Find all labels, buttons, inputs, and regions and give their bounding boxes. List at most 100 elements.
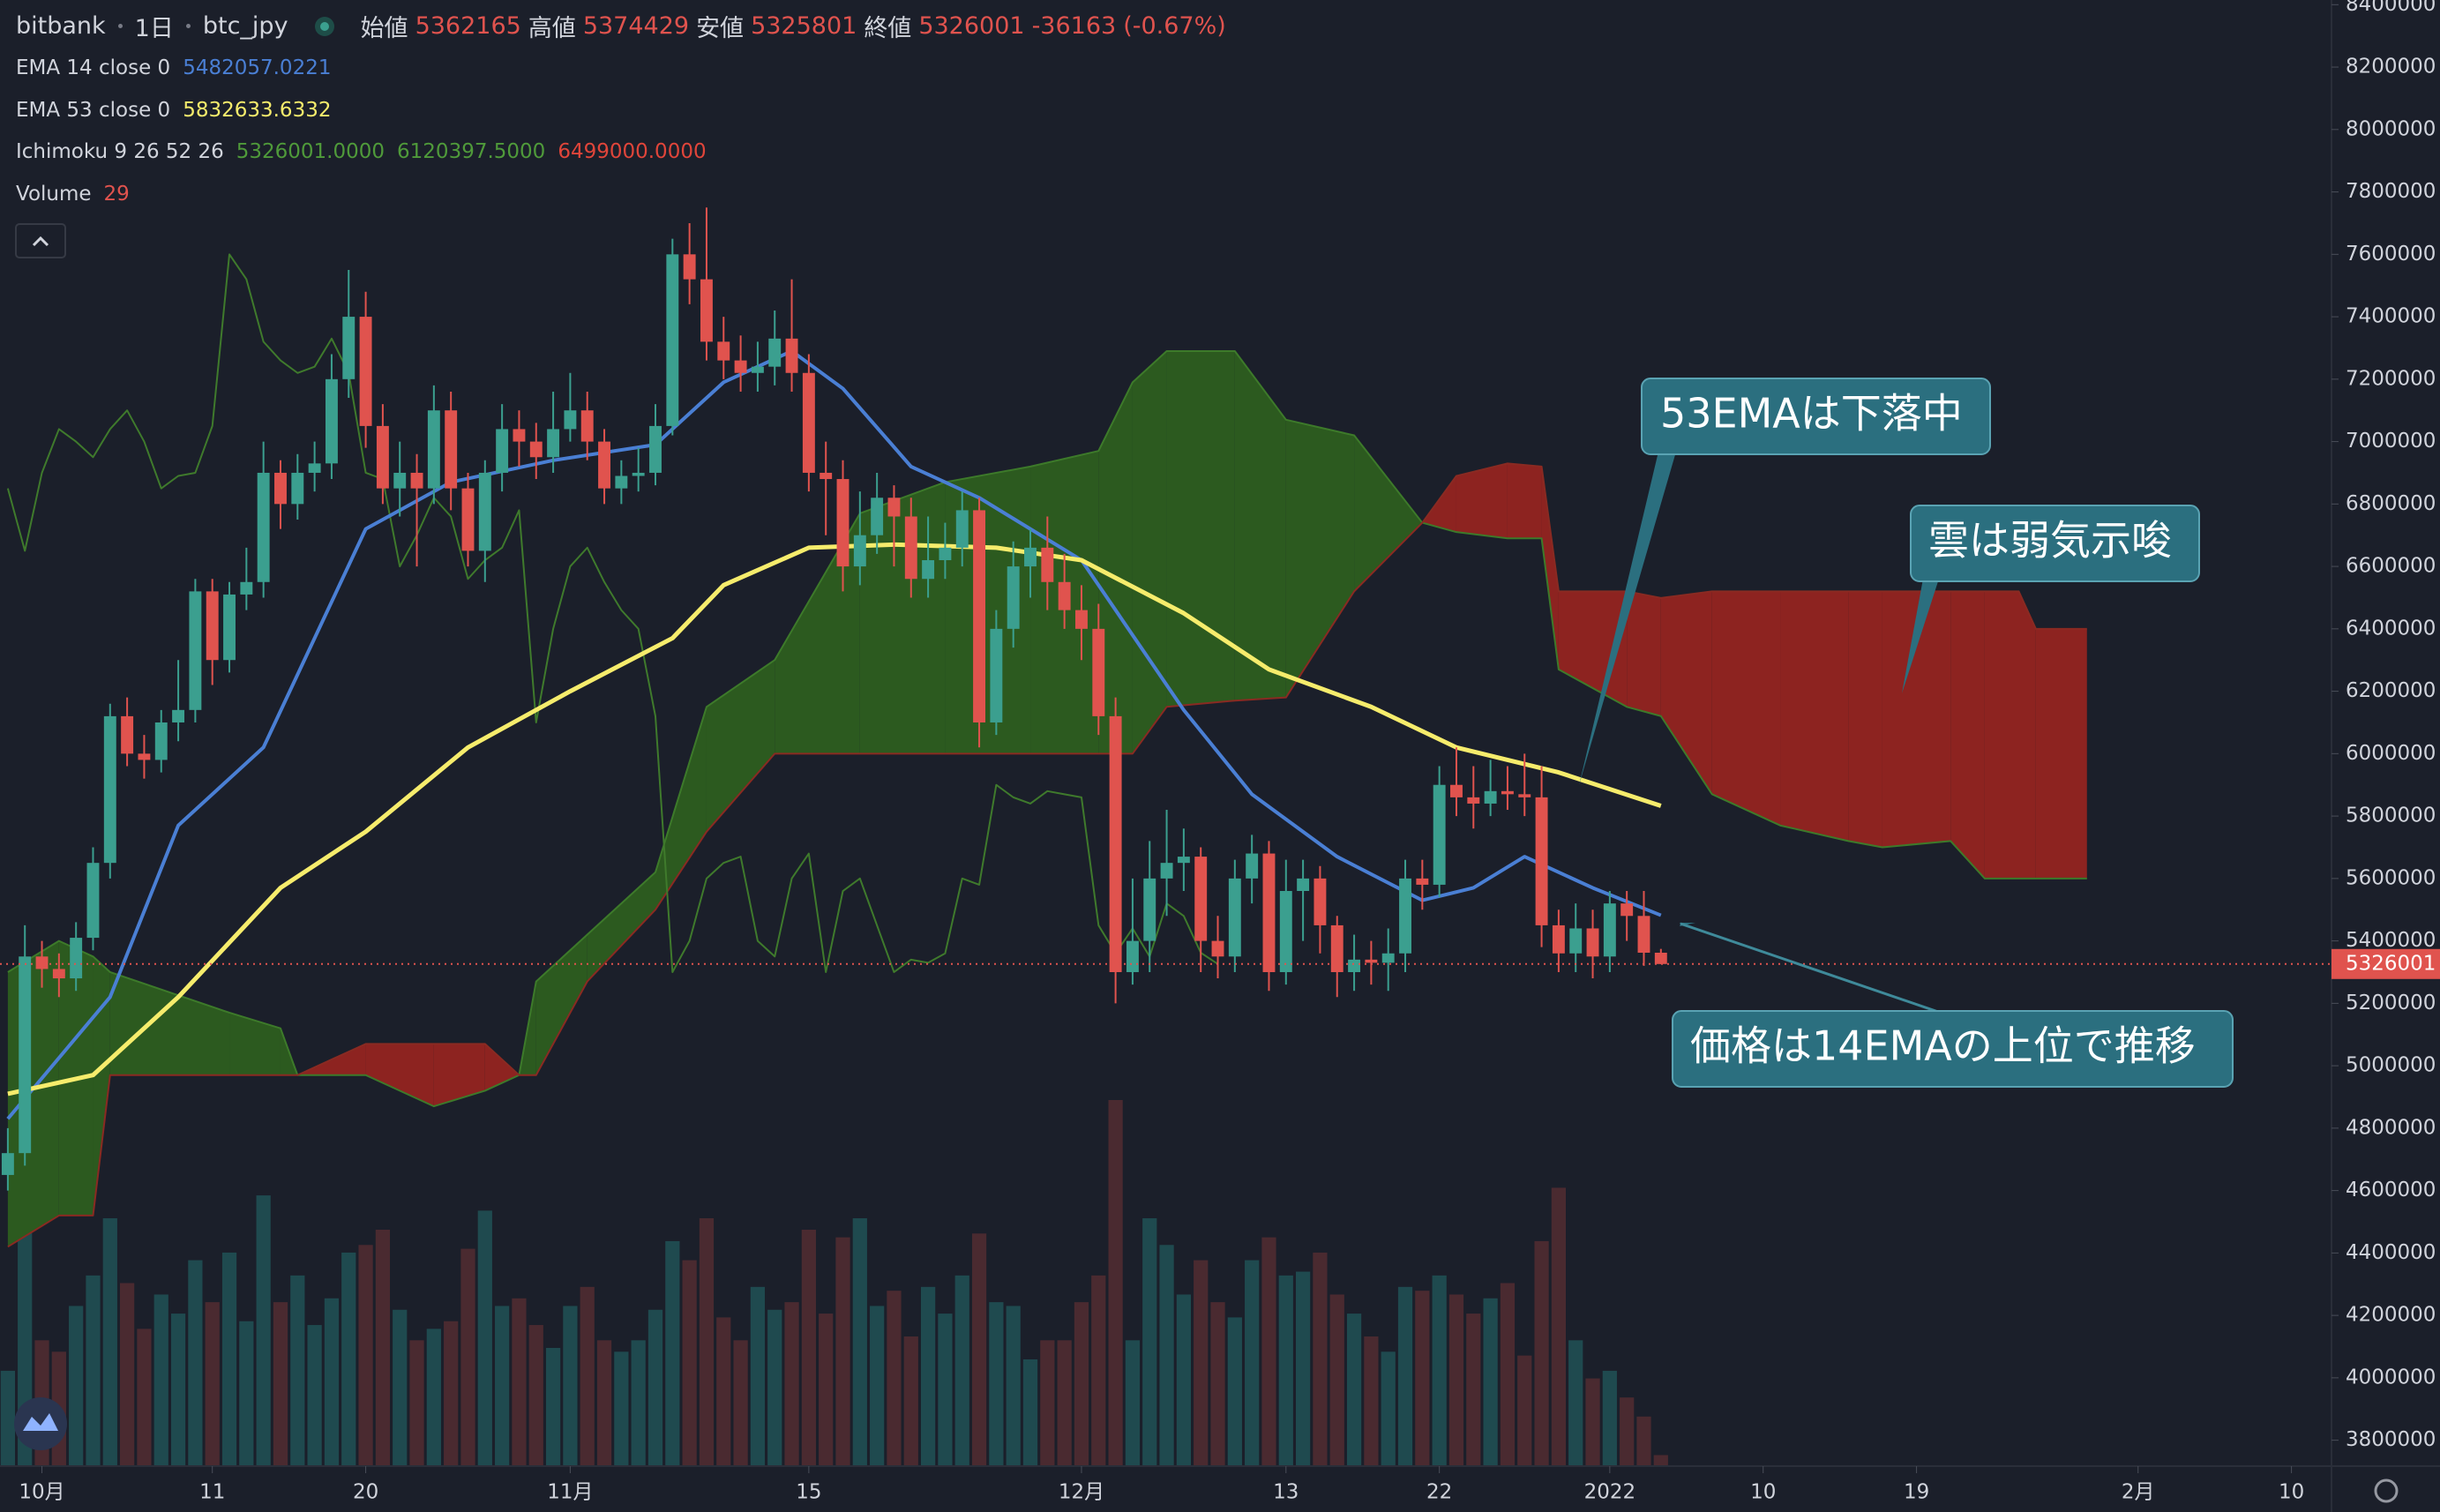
interval[interactable]: 1日 xyxy=(134,15,174,42)
cloud-segment xyxy=(229,1012,281,1075)
legend-row[interactable]: Volume 29 xyxy=(16,183,130,206)
x-tick-label: 22 xyxy=(1426,1481,1452,1504)
volume-bar xyxy=(1040,1340,1055,1466)
candle-body xyxy=(904,516,917,580)
x-tick-label: 10月 xyxy=(19,1481,64,1504)
legend-value: 6120397.5000 xyxy=(397,140,546,163)
volume-bar xyxy=(290,1275,305,1466)
logo[interactable] xyxy=(14,1397,67,1450)
volume-bar xyxy=(1551,1187,1567,1466)
candle-body xyxy=(973,510,986,722)
candle-body xyxy=(240,581,253,595)
volume-bar xyxy=(137,1329,152,1466)
volume-bar xyxy=(920,1286,936,1466)
candle-body xyxy=(1314,878,1327,925)
volume-bar xyxy=(1415,1291,1430,1466)
legend-label: EMA 53 close 0 xyxy=(16,99,171,122)
volume-bar xyxy=(1108,1100,1123,1466)
candle-body xyxy=(70,938,83,979)
volume-bar xyxy=(307,1325,322,1466)
ema-line xyxy=(6,348,1662,1120)
cloud-segment xyxy=(1098,382,1133,754)
y-tick-label: 6200000 xyxy=(2346,679,2436,702)
y-tick-label: 7600000 xyxy=(2346,243,2436,266)
candle-body xyxy=(291,472,304,505)
y-tick-label: 4600000 xyxy=(2346,1179,2436,1201)
candle-body xyxy=(734,360,747,373)
volume-bar xyxy=(870,1306,885,1466)
collapse-button[interactable] xyxy=(15,223,66,258)
callout-pointer xyxy=(1579,452,1676,785)
candle-body xyxy=(19,956,32,1154)
volume-bar xyxy=(767,1309,782,1466)
volume-bar xyxy=(153,1294,168,1466)
volume-bar xyxy=(835,1237,850,1466)
callout-text: 53EMAは下落中 xyxy=(1660,390,1963,438)
candle-body xyxy=(189,591,202,710)
volume-bar xyxy=(1602,1370,1617,1466)
candle-body xyxy=(564,410,577,430)
volume-bar xyxy=(1278,1275,1293,1466)
volume-bar xyxy=(1466,1314,1481,1466)
callout-box xyxy=(1641,378,1991,455)
legend-value: 29 xyxy=(103,183,130,206)
ohlc-label: 始値 xyxy=(360,15,408,42)
candle-body xyxy=(922,560,935,580)
y-tick-label: 4800000 xyxy=(2346,1116,2436,1139)
legend-value: 5482057.0221 xyxy=(183,56,332,79)
volume-bar xyxy=(375,1229,391,1466)
candle-body xyxy=(1177,857,1190,864)
volume-bar xyxy=(1313,1252,1328,1466)
callout-box xyxy=(1672,1010,2234,1088)
volume-bar xyxy=(170,1314,186,1466)
candle-body xyxy=(1416,878,1429,885)
x-tick-label: 10 xyxy=(2279,1481,2304,1504)
y-tick-label: 4000000 xyxy=(2346,1366,2436,1388)
volume-bar xyxy=(1620,1397,1635,1466)
candle-body xyxy=(427,410,440,489)
candle-body xyxy=(1637,916,1650,953)
volume-bar xyxy=(1517,1355,1532,1466)
volume-bar xyxy=(580,1286,595,1466)
cloud-segment xyxy=(433,1044,485,1107)
cloud-segment xyxy=(1950,591,1985,879)
legend-row[interactable]: EMA 14 close 0 5482057.0221 xyxy=(16,56,331,79)
y-tick-label: 7800000 xyxy=(2346,180,2436,203)
volume-bar xyxy=(614,1351,629,1466)
volume-bar xyxy=(324,1298,340,1466)
legend-label: Ichimoku 9 26 52 26 xyxy=(16,140,224,163)
volume-bar xyxy=(444,1321,459,1466)
cloud-segment xyxy=(365,1044,434,1107)
volume-bar xyxy=(1074,1302,1089,1466)
candle-body xyxy=(154,722,168,760)
legend-row[interactable]: Ichimoku 9 26 52 26 5326001.0000 6120397.5… xyxy=(16,140,707,163)
volume-bar xyxy=(665,1240,680,1466)
candle-body xyxy=(615,475,628,489)
candle-body xyxy=(1,1153,14,1175)
logo-icon xyxy=(23,1413,58,1431)
volume-bar xyxy=(358,1245,373,1466)
candle-body xyxy=(751,366,764,373)
y-tick-label: 8000000 xyxy=(2346,117,2436,140)
candle-body xyxy=(1365,959,1378,963)
symbol[interactable]: btc_jpy xyxy=(202,12,288,40)
settings-icon[interactable] xyxy=(2374,1478,2399,1503)
candle-body xyxy=(206,591,219,661)
candle-body xyxy=(1586,928,1599,957)
legend-row[interactable]: EMA 53 close 0 5832633.6332 xyxy=(16,99,331,122)
volume-bar xyxy=(1006,1306,1021,1466)
volume-bar xyxy=(460,1248,475,1466)
volume-bar xyxy=(819,1314,834,1466)
volume-bar xyxy=(750,1286,766,1466)
candle-body xyxy=(1075,610,1088,629)
candle-body xyxy=(496,429,509,473)
cloud-segment xyxy=(1422,475,1456,533)
candle-body xyxy=(580,410,594,442)
cloud-span-a xyxy=(7,349,2087,1108)
collapse-icon xyxy=(32,236,49,247)
candle-body xyxy=(223,594,236,661)
candle-body xyxy=(1450,784,1463,797)
volume-bar xyxy=(273,1302,288,1466)
volume-bar xyxy=(528,1325,543,1466)
candle-body xyxy=(939,547,952,561)
